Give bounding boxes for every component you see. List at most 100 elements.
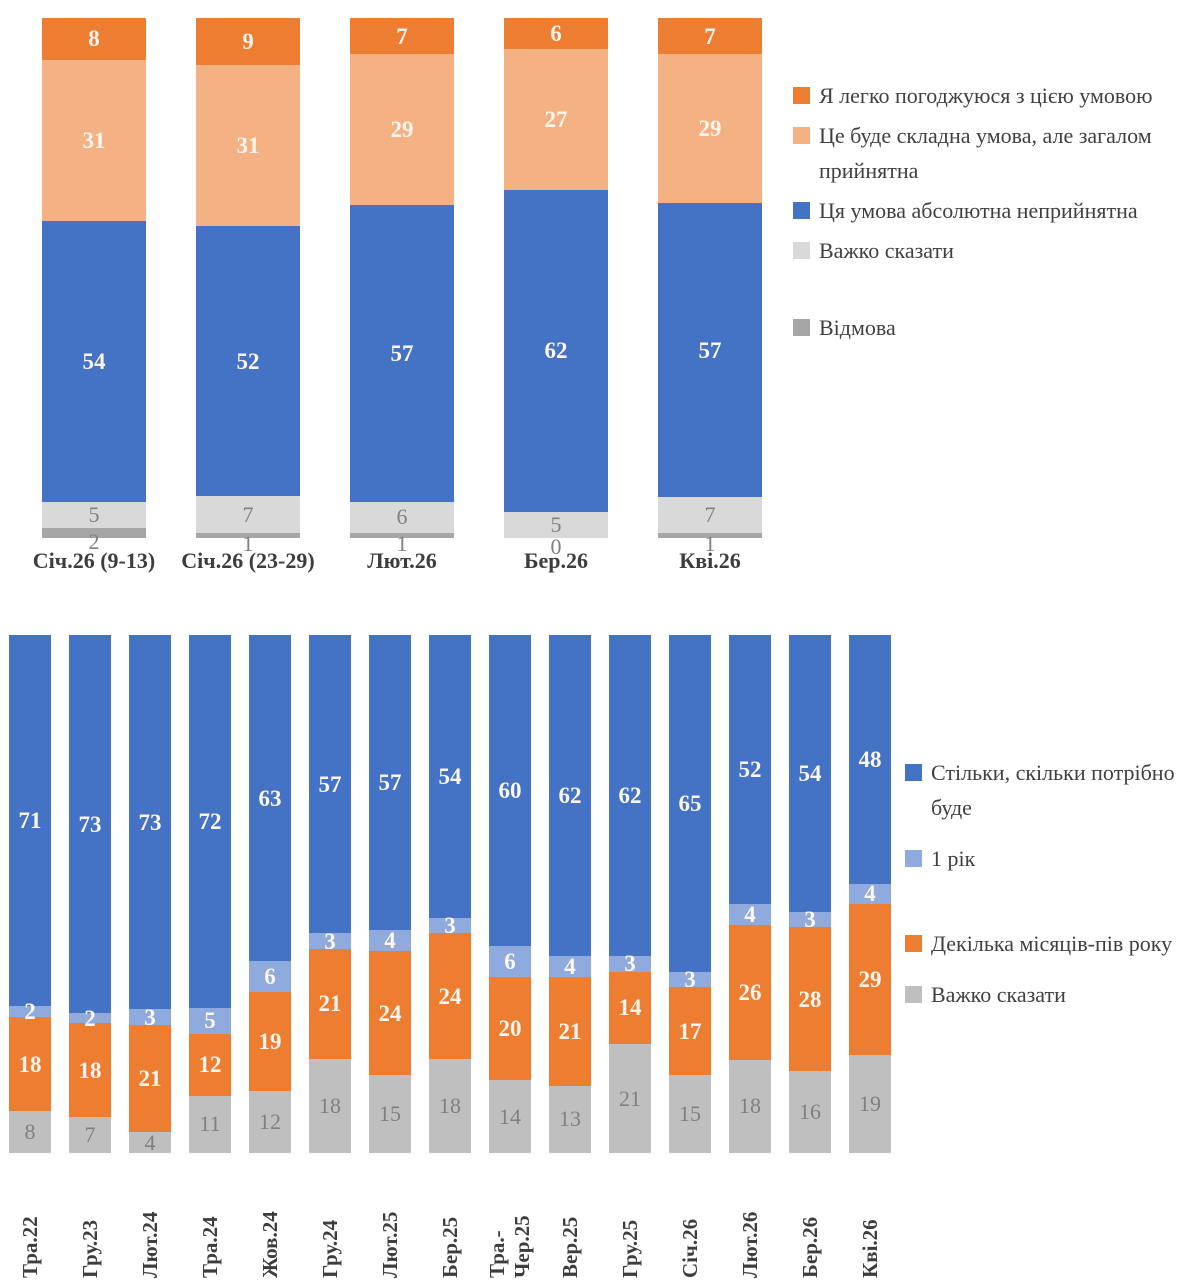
value-label: 52	[236, 348, 260, 374]
value-label: 57	[318, 771, 342, 797]
bar-segment: 15	[669, 1075, 711, 1153]
bar-column: 72 5 12 11 Тра.24	[180, 635, 240, 1278]
bar-segment: 62	[504, 189, 608, 512]
bar-segment: 6	[504, 18, 608, 50]
legend-item: Важко сказати	[905, 977, 1188, 1012]
bar-column: 52 4 26 18 Лют.26	[720, 635, 780, 1278]
value-label: 54	[82, 348, 106, 374]
legend-swatch	[905, 935, 922, 952]
bar-segment: 21	[309, 948, 351, 1059]
bar-segment: 29	[658, 54, 762, 204]
bar-segment: 62	[609, 635, 651, 957]
stacked-bar: 48 4 29 19	[849, 635, 891, 1153]
stacked-bar: 9 31 52 7 1	[196, 18, 300, 555]
stacked-bar: 7 29 57 7 1	[658, 18, 762, 555]
bar-segment: 54	[789, 635, 831, 912]
bar-segment: 4	[129, 1129, 171, 1155]
x-axis-label: Жов.24	[240, 1160, 300, 1278]
legend-swatch	[905, 986, 922, 1003]
legend-label: Важко сказати	[931, 982, 1066, 1007]
value-label: 1	[396, 531, 408, 557]
value-label: 19	[859, 1090, 881, 1116]
bar-segment: 29	[350, 54, 454, 206]
bar-column: 65 3 17 15 Січ.26	[660, 635, 720, 1278]
value-label: 18	[18, 1051, 42, 1077]
value-label: 14	[618, 995, 642, 1021]
value-label: 7	[242, 501, 254, 527]
bar-segment: 3	[129, 1006, 171, 1029]
value-label: 18	[78, 1057, 102, 1083]
value-label: 29	[698, 116, 722, 142]
bar-column: 6 27 62 5 0 Бер.26	[479, 18, 633, 574]
bar-segment: 19	[849, 1054, 891, 1153]
legend-label: Це буде складна умова, але загалом прийн…	[819, 123, 1152, 183]
value-label: 29	[390, 117, 414, 143]
plot: 71 2 18 8 Тра.22 73 2 18 7 Гру.23 73 3 21 4 Лют.24 72 5 1…	[0, 635, 1188, 1278]
value-label: 4	[144, 1129, 156, 1155]
value-label: 6	[504, 948, 516, 974]
x-axis-label-text: Лют.25	[377, 1211, 402, 1278]
bar-segment: 9	[196, 18, 300, 65]
legend-label: Ця умова абсолютна неприйнятна	[819, 198, 1138, 223]
value-label: 57	[698, 337, 722, 363]
value-label: 1	[704, 531, 716, 557]
legend-swatch	[905, 850, 922, 867]
value-label: 65	[678, 790, 702, 816]
x-axis-label: Тра.22	[0, 1160, 60, 1278]
x-axis-label-text: Лют.26	[737, 1211, 762, 1278]
legend-item: Це буде складна умова, але загалом прийн…	[793, 118, 1188, 188]
bar-column: 9 31 52 7 1 Січ.26 (23-29)	[171, 18, 325, 574]
x-axis-label: Гру.23	[60, 1160, 120, 1278]
value-label: 11	[199, 1111, 221, 1137]
stacked-bar: 63 6 19 12	[249, 635, 291, 1153]
stacked-bar: 57 4 24 15	[369, 635, 411, 1153]
value-label: 15	[379, 1101, 401, 1127]
bar-segment: 3	[429, 914, 471, 937]
bar-segment: 18	[729, 1059, 771, 1153]
value-label: 6	[264, 964, 276, 990]
legend-item: Я легко погоджуюся з цією умовою	[793, 78, 1188, 113]
value-label: 12	[198, 1052, 222, 1078]
bar-segment: 12	[249, 1090, 291, 1153]
value-label: 1	[242, 531, 254, 557]
x-axis-label: Бер.26	[780, 1160, 840, 1278]
bar-segment: 7	[69, 1116, 111, 1153]
value-label: 21	[558, 1018, 582, 1044]
value-label: 6	[550, 21, 562, 47]
value-label: 4	[564, 954, 576, 980]
acceptance-conditions-chart: 8 31 54 5 2 Січ.26 (9-13) 9 31 52 7 1 Січ.26 (23-29…	[0, 0, 1188, 628]
value-label: 71	[18, 808, 42, 834]
value-label: 72	[198, 808, 222, 834]
legend-label: Я легко погоджуюся з цією умовою	[819, 83, 1153, 108]
x-axis-label: Гру.24	[300, 1160, 360, 1278]
stacked-bar: 6 27 62 5 0	[504, 18, 608, 557]
bar-segment: 31	[196, 64, 300, 226]
stacked-bar: 52 4 26 18	[729, 635, 771, 1153]
x-axis-label-text: Гру.25	[617, 1219, 642, 1278]
stacked-bar: 54 3 28 16	[789, 635, 831, 1153]
legend-swatch	[793, 242, 810, 259]
legend-swatch	[793, 127, 810, 144]
x-axis-label: Лют.25	[360, 1160, 420, 1278]
value-label: 3	[144, 1004, 156, 1030]
bar-segment: 18	[9, 1016, 51, 1112]
value-label: 21	[138, 1066, 162, 1092]
x-axis-label-text: Січ.26	[677, 1218, 702, 1278]
bar-segment: 18	[69, 1023, 111, 1117]
bar-segment: 15	[369, 1075, 411, 1153]
legend-swatch	[905, 764, 922, 781]
value-label: 20	[498, 1016, 522, 1042]
x-axis-label-text: Тра.- Чер.25	[485, 1215, 534, 1278]
bar-segment: 5	[42, 501, 146, 528]
bar-segment: 24	[369, 950, 411, 1076]
value-label: 3	[324, 928, 336, 954]
bar-segment: 4	[549, 954, 591, 980]
bar-column: 57 4 24 15 Лют.25	[360, 635, 420, 1278]
duration-opinion-chart: 71 2 18 8 Тра.22 73 2 18 7 Гру.23 73 3 21 4 Лют.24 72 5 1…	[0, 628, 1188, 1278]
bar-segment: 21	[609, 1044, 651, 1153]
value-label: 5	[88, 501, 100, 527]
value-label: 62	[544, 338, 568, 364]
x-axis-label: Лют.24	[120, 1160, 180, 1278]
value-label: 7	[396, 23, 408, 49]
value-label: 73	[138, 809, 162, 835]
